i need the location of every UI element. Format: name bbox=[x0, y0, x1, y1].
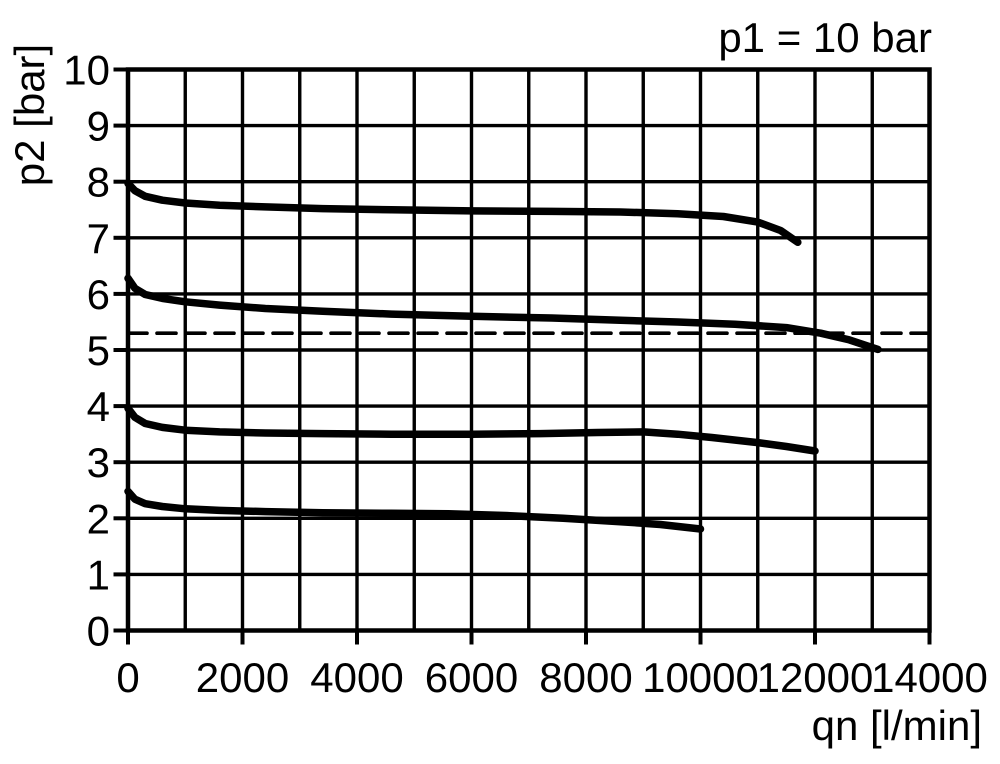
y-tick-label: 8 bbox=[87, 159, 110, 206]
y-tick-label: 3 bbox=[87, 439, 110, 486]
y-tick-label: 0 bbox=[87, 608, 110, 655]
y-axis-label: p2 [bar] bbox=[6, 44, 53, 186]
x-tick-label: 4000 bbox=[310, 654, 403, 701]
flow-curve-top bbox=[124, 179, 802, 247]
y-tick-label: 7 bbox=[87, 215, 110, 262]
x-axis-label: qn [l/min] bbox=[812, 702, 982, 749]
y-tick-label: 9 bbox=[87, 103, 110, 150]
x-tick-label: 6000 bbox=[425, 654, 518, 701]
chart-title: p1 = 10 bar bbox=[718, 14, 932, 61]
x-tick-label: 12000 bbox=[757, 654, 874, 701]
x-tick-label: 14000 bbox=[871, 654, 988, 701]
y-tick-label: 10 bbox=[63, 47, 110, 94]
x-tick-label: 8000 bbox=[539, 654, 632, 701]
x-tick-label: 2000 bbox=[196, 654, 289, 701]
y-tick-label: 2 bbox=[87, 495, 110, 542]
data-curves bbox=[124, 179, 932, 533]
x-tick-label: 10000 bbox=[642, 654, 759, 701]
y-tick-label: 5 bbox=[87, 327, 110, 374]
x-tick-label: 0 bbox=[116, 654, 139, 701]
flow-curve-third bbox=[124, 404, 819, 455]
flow-curve-bottom bbox=[124, 487, 705, 533]
y-tick-label: 4 bbox=[87, 383, 110, 430]
axis-ticks bbox=[113, 67, 932, 645]
grid bbox=[125, 67, 932, 633]
flow-curve-second bbox=[124, 274, 882, 354]
y-tick-label: 6 bbox=[87, 271, 110, 318]
y-tick-label: 1 bbox=[87, 551, 110, 598]
